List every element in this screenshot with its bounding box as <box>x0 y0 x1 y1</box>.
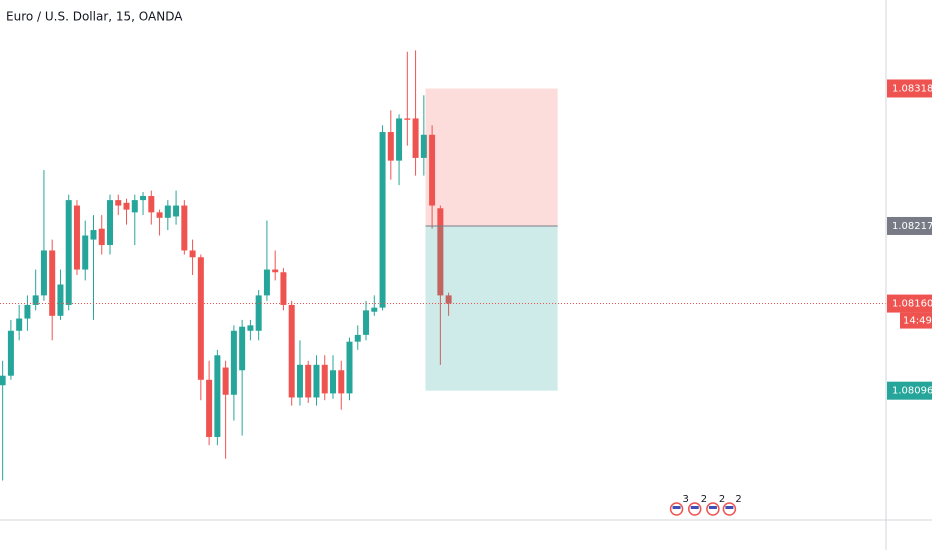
candle-body <box>73 205 80 270</box>
chart-title: Euro / U.S. Dollar, 15, OANDA <box>6 10 183 24</box>
event-flag <box>725 506 734 509</box>
candle-body <box>429 134 436 206</box>
event-count: 2 <box>735 494 741 505</box>
candle-body <box>305 364 312 398</box>
candle-body <box>363 310 370 335</box>
candle-body <box>148 196 155 213</box>
candle-body <box>288 304 295 398</box>
candle-body <box>387 132 394 161</box>
stop-zone <box>425 88 558 226</box>
candle-body <box>32 295 39 305</box>
candle-body <box>197 257 204 380</box>
event-flag <box>690 506 699 509</box>
candle-body <box>412 118 419 158</box>
candle-body <box>354 334 361 342</box>
candle-body <box>404 118 411 120</box>
candle-body <box>420 134 427 158</box>
candle-body <box>107 200 114 246</box>
candle-body <box>98 228 105 246</box>
candle-body <box>189 250 196 258</box>
entry-label: 1.08217 <box>892 221 932 232</box>
candle-body <box>272 269 279 273</box>
event-flag <box>708 506 717 509</box>
candle-body <box>82 235 89 270</box>
candle-body <box>206 379 213 437</box>
candle-body <box>437 208 444 296</box>
candle-body <box>123 202 130 210</box>
candle-body <box>131 200 138 213</box>
event-flag <box>672 506 681 509</box>
candle-body <box>90 230 97 240</box>
candle-body <box>24 304 31 319</box>
candle-body <box>247 325 254 331</box>
candle-body <box>313 364 320 398</box>
candle-body <box>140 196 147 201</box>
candle-body <box>296 364 303 398</box>
stop-box <box>887 79 932 98</box>
event-count: 2 <box>701 494 707 505</box>
candle-body <box>214 355 221 437</box>
event-count: 3 <box>683 494 689 505</box>
candle-body <box>57 284 64 316</box>
target-box <box>887 381 932 400</box>
countdown-box <box>900 312 932 329</box>
candle-body <box>346 341 353 394</box>
candle-body <box>445 295 452 304</box>
candle-body <box>49 250 56 316</box>
stop-label: 1.08318 <box>892 83 932 94</box>
candle-body <box>156 212 163 218</box>
candle-body <box>115 200 122 206</box>
target-label: 1.08096 <box>892 386 932 397</box>
candle-body <box>65 200 72 305</box>
last-price-label: 1.08160 <box>892 299 932 310</box>
candle-body <box>40 250 47 296</box>
candle-body <box>222 367 229 395</box>
candle-body <box>0 375 6 386</box>
candle-body <box>371 307 378 312</box>
candle-body <box>7 330 14 376</box>
candle-body <box>321 364 328 394</box>
candle-body <box>280 272 287 305</box>
candle-body <box>263 269 270 296</box>
candle-body <box>16 318 23 331</box>
candle-body <box>230 330 237 395</box>
entry-box <box>887 216 932 235</box>
candle-body <box>255 295 262 331</box>
countdown-label: 14:49 <box>903 316 932 327</box>
candle-body <box>164 205 171 218</box>
candle-body <box>329 370 336 394</box>
candle-body <box>379 132 386 308</box>
candle-body <box>338 370 345 394</box>
candle-body <box>239 326 246 371</box>
target-zone <box>425 225 558 391</box>
candle-body <box>173 205 180 217</box>
last-price-box <box>887 294 932 313</box>
event-count: 2 <box>719 494 725 505</box>
candle-body <box>181 205 188 251</box>
candle-body <box>396 118 403 161</box>
